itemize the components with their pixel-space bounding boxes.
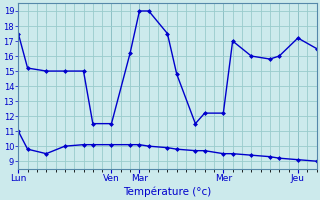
X-axis label: Température (°c): Température (°c) — [123, 186, 212, 197]
